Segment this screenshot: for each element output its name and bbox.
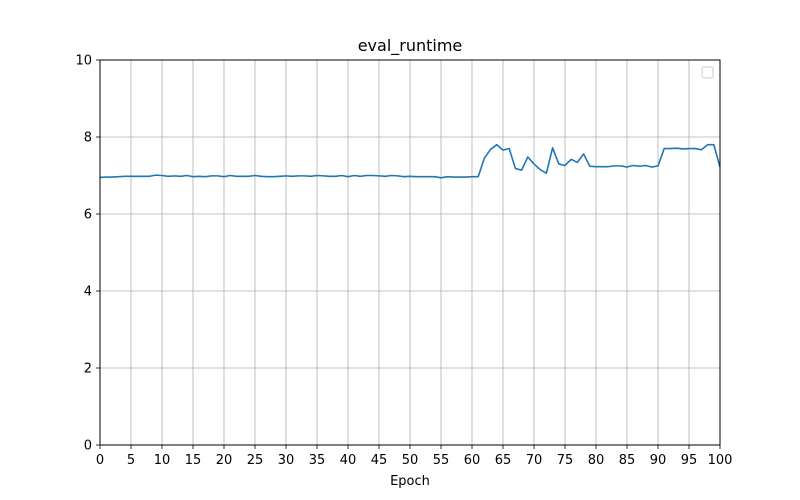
x-axis-label: Epoch: [390, 474, 430, 489]
x-tick-label: 95: [681, 453, 698, 468]
x-tick-label: 50: [402, 453, 419, 468]
legend-box: [701, 66, 714, 79]
x-tick-label: 10: [154, 453, 171, 468]
series-layer: [99, 143, 721, 179]
y-tick-label: 0: [84, 439, 92, 454]
y-tick-label: 6: [84, 208, 92, 223]
x-tick-label: 100: [708, 453, 733, 468]
y-tick-label: 8: [84, 131, 92, 146]
x-tick-label: 60: [464, 453, 481, 468]
grid-lines: [99, 59, 721, 446]
x-tick-label: 55: [433, 453, 450, 468]
y-tick-label: 10: [75, 54, 92, 69]
chart-title: eval_runtime: [358, 36, 463, 56]
x-tick-label: 65: [495, 453, 512, 468]
y-tick-label: 2: [84, 362, 92, 377]
x-tick-label: 0: [96, 453, 104, 468]
x-tick-label: 45: [371, 453, 388, 468]
x-tick-label: 70: [526, 453, 543, 468]
x-tick-label: 30: [278, 453, 295, 468]
x-tick-label: 20: [216, 453, 233, 468]
x-tick-label: 5: [127, 453, 135, 468]
x-tick-label: 40: [340, 453, 357, 468]
x-tick-label: 75: [557, 453, 574, 468]
x-tick-label: 85: [619, 453, 636, 468]
y-tick-label: 4: [84, 285, 92, 300]
axis-ticks: 0 5 10 15 20 25 30 35 40 45 50 55 60 65 70 75 80 85 90 95 10…: [75, 54, 732, 469]
series-line: [99, 143, 721, 179]
x-tick-label: 25: [247, 453, 264, 468]
x-tick-label: 15: [185, 453, 202, 468]
x-tick-label: 35: [309, 453, 326, 468]
x-tick-label: 80: [588, 453, 605, 468]
x-tick-label: 90: [650, 453, 667, 468]
